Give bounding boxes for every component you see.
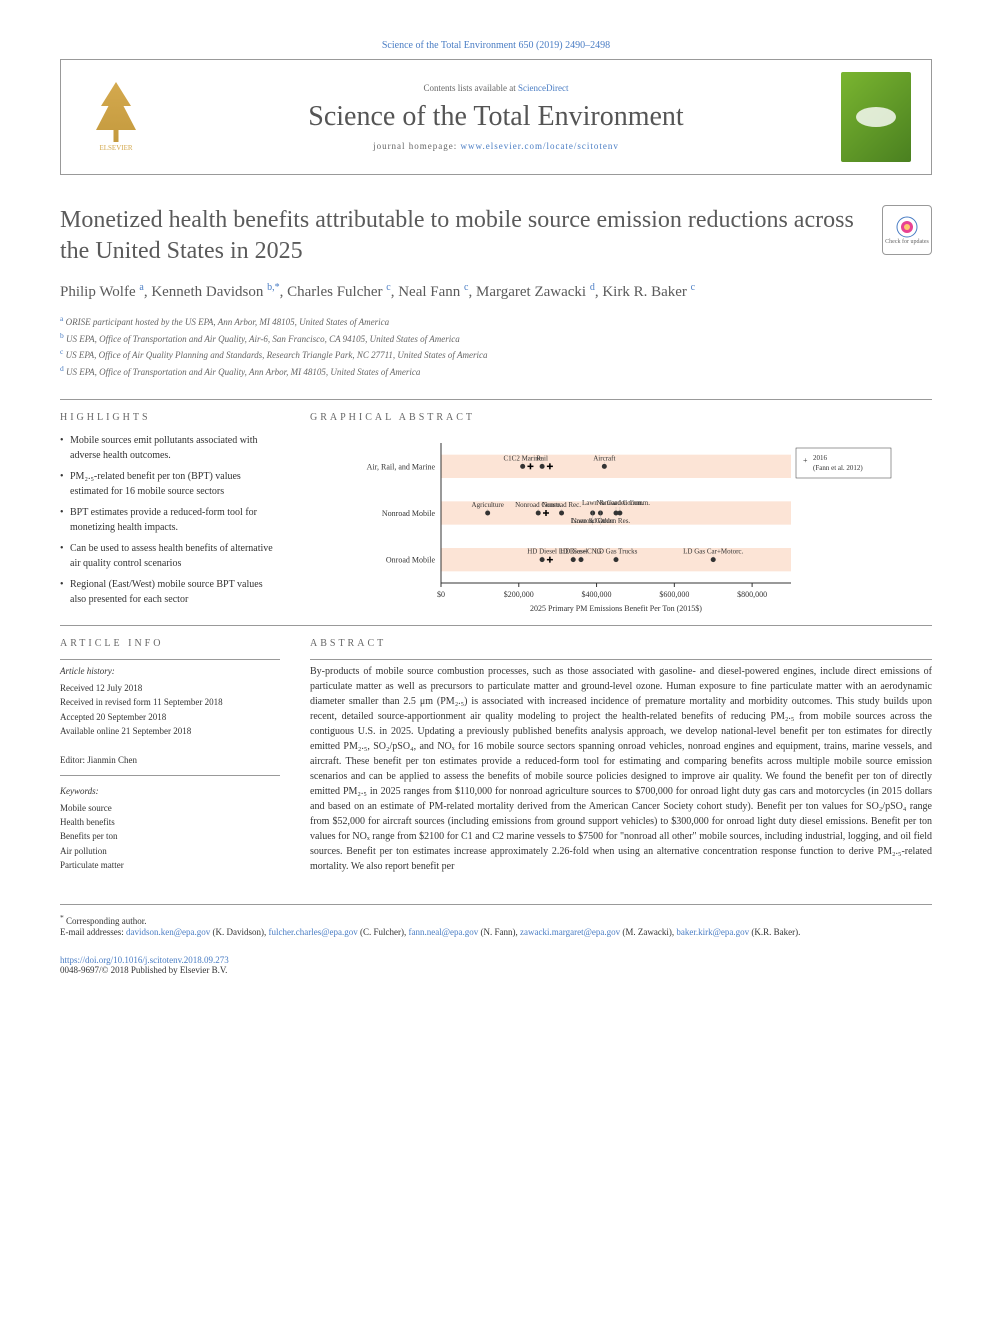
highlight-item: Mobile sources emit pollutants associate… [60,433,280,463]
editor-name: Jianmin Chen [87,755,137,765]
article-history-heading: Article history: [60,664,280,678]
elsevier-tree-icon [91,82,141,142]
svg-text:Nonroad Rec.: Nonroad Rec. [542,501,581,509]
doi-link[interactable]: https://doi.org/10.1016/j.scitotenv.2018… [60,955,932,965]
journal-reference: Science of the Total Environment 650 (20… [60,40,932,51]
svg-text:LD Gas Car+Motorc.: LD Gas Car+Motorc. [683,548,743,556]
crossmark-icon [895,215,919,239]
email-link[interactable]: davidson.ken@epa.gov [126,927,210,937]
highlight-item: Can be used to assess health benefits of… [60,541,280,571]
svg-text:Nonroad Mobile: Nonroad Mobile [382,509,436,518]
keywords-heading: Keywords: [60,784,280,798]
highlight-item: BPT estimates provide a reduced-form too… [60,505,280,535]
svg-text:LD Gas Trucks: LD Gas Trucks [595,548,638,556]
svg-text:Agriculture: Agriculture [472,501,504,509]
copyright: 0048-9697/© 2018 Published by Elsevier B… [60,965,932,975]
article-info-label: ARTICLE INFO [60,638,280,649]
journal-title: Science of the Total Environment [151,101,841,133]
svg-text:Aircraft: Aircraft [593,455,615,463]
svg-text:$400,000: $400,000 [582,590,612,599]
check-updates-badge[interactable]: Check for updates [882,205,932,255]
svg-text:+: + [803,456,808,465]
abstract-label: ABSTRACT [310,638,932,649]
graphical-abstract-chart: Air, Rail, and Marine Nonroad Mobile Onroa… [310,433,932,613]
highlight-item: PM₂.₅-related benefit per ton (BPT) valu… [60,469,280,499]
journal-header: ELSEVIER Contents lists available at Sci… [60,59,932,175]
svg-text:(Fann et al. 2012): (Fann et al. 2012) [813,464,863,472]
svg-text:$600,000: $600,000 [659,590,689,599]
email-addresses: E-mail addresses: davidson.ken@epa.gov (… [60,926,932,940]
article-title: Monetized health benefits attributable t… [60,205,862,267]
graphical-abstract-label: GRAPHICAL ABSTRACT [310,412,932,423]
email-link[interactable]: zawacki.margaret@epa.gov [520,927,620,937]
svg-text:2025 Primary PM Emissions Bene: 2025 Primary PM Emissions Benefit Per To… [530,604,702,613]
sciencedirect-link[interactable]: ScienceDirect [518,83,568,93]
highlights-list: Mobile sources emit pollutants associate… [60,433,280,607]
email-link[interactable]: baker.kirk@epa.gov [676,927,749,937]
svg-text:$200,000: $200,000 [504,590,534,599]
svg-text:HD Diesel: HD Diesel [527,548,557,556]
email-link[interactable]: fann.neal@epa.gov [409,927,479,937]
svg-text:Nonroad Comm.: Nonroad Comm. [596,499,643,507]
email-link[interactable]: fulcher.charles@epa.gov [269,927,358,937]
homepage-line: journal homepage: www.elsevier.com/locat… [151,141,841,151]
highlight-item: Regional (East/West) mobile source BPT v… [60,577,280,607]
svg-text:Air, Rail, and Marine: Air, Rail, and Marine [367,463,436,472]
svg-text:$800,000: $800,000 [737,590,767,599]
journal-cover-thumbnail [841,72,911,162]
publisher-logo: ELSEVIER [81,77,151,157]
svg-text:2016: 2016 [813,454,828,462]
affiliations: a ORISE participant hosted by the US EPA… [60,313,932,379]
article-info: Article history: Received 12 July 2018Re… [60,664,280,872]
contents-line: Contents lists available at ScienceDirec… [151,83,841,93]
homepage-link[interactable]: www.elsevier.com/locate/scitotenv [461,141,619,151]
highlights-label: HIGHLIGHTS [60,412,280,423]
abstract-text: By-products of mobile source combustion … [310,664,932,874]
author-list: Philip Wolfe a, Kenneth Davidson b,*, Ch… [60,282,932,301]
keywords-list: Mobile sourceHealth benefitsBenefits per… [60,801,280,873]
publisher-name: ELSEVIER [99,144,132,152]
svg-text:Rail: Rail [536,455,548,463]
svg-text:$0: $0 [437,590,445,599]
corresponding-author: * Corresponding author. [60,913,932,926]
svg-text:Onroad Mobile: Onroad Mobile [386,556,436,565]
